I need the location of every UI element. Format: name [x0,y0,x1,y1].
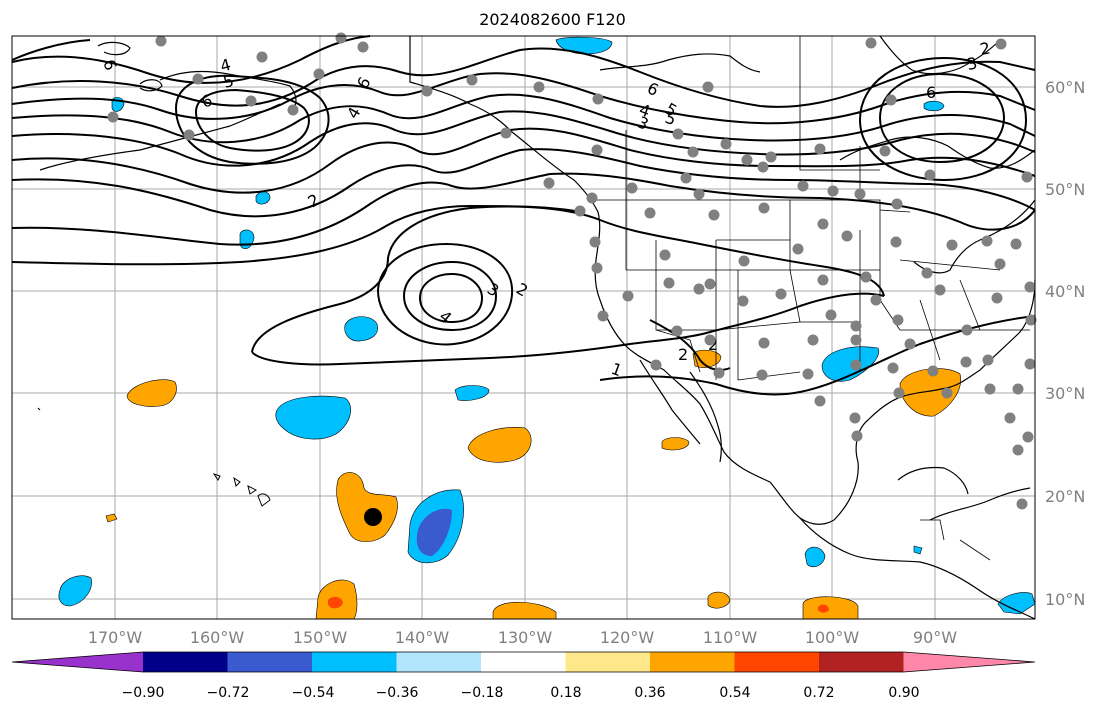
colorbar-tick-label: −0.36 [376,685,419,701]
anomaly-region [692,349,722,368]
latitude-label: 60°N [1045,78,1085,97]
colorbar-tick-label: −0.54 [292,685,335,701]
longitude-label: 150°W [293,628,348,647]
colorbar-segment [819,652,904,672]
longitude-label: 140°W [395,628,450,647]
map-frame [11,35,1036,620]
height-contours [11,35,1036,396]
map-background [12,36,1035,619]
contour-label: 2 [978,38,991,58]
contour-label: 6 [926,83,936,102]
anomaly-shading [58,36,1036,620]
longitude-label: 90°W [913,628,957,647]
latitude-label: 30°N [1045,384,1085,403]
anomaly-region [416,508,452,556]
anomaly-region [802,596,859,620]
anomaly-region [899,368,961,417]
longitude-axis: 170°W 160°W 150°W 140°W 130°W 120°W 110°… [88,628,957,647]
anomaly-region [997,592,1036,615]
colorbar-tick-label: −0.90 [122,685,165,701]
anomaly-region [126,379,177,407]
colorbar-tick-label: −0.72 [207,685,250,701]
anomaly-region [661,437,690,451]
anomaly-region [707,591,731,609]
station-markers [107,32,1037,510]
colorbar-segment [650,652,735,672]
anomaly-region [913,545,923,555]
anomaly-region [344,316,378,342]
islands [37,407,271,507]
contour-label: 2 [678,345,688,364]
latitude-axis: 60°N 50°N 40°N 30°N 20°N 10°N [1045,78,1085,609]
anomaly-region [804,546,826,568]
anomaly-region [818,604,829,613]
colorbar-outline [11,651,1036,673]
colorbar-segment [396,652,482,672]
colorbar-segment [565,652,651,672]
longitude-label: 130°W [498,628,553,647]
contour-label: 4 [218,55,233,76]
longitude-label: 110°W [703,628,758,647]
latitude-label: 10°N [1045,590,1085,609]
anomaly-region [454,385,490,401]
anomaly-region [328,596,343,609]
anomaly-region [821,346,880,382]
longitude-label: 170°W [88,628,143,647]
contour-label: 5 [221,71,236,92]
longitude-label: 160°W [190,628,245,647]
colorbar-tick-label: 0.54 [719,685,750,701]
colorbar-segment [734,652,820,672]
colorbar-extend-high [903,652,1035,672]
contour-label: 3 [965,53,978,73]
colorbar-extend-low [12,652,143,672]
latitude-label: 40°N [1045,282,1085,301]
colorbar-tick-label: 0.72 [803,685,834,701]
longitude-label: 120°W [600,628,655,647]
colorbar-tick-label: 0.18 [550,685,581,701]
latitude-label: 20°N [1045,487,1085,506]
latitude-label: 50°N [1045,180,1085,199]
colorbar [11,651,1036,673]
anomaly-region [923,100,945,112]
colorbar-segment [481,652,566,672]
anomaly-region [275,395,351,440]
map-title: 2024082600 F120 [479,10,626,29]
colorbar-tick-label: 0.36 [634,685,665,701]
colorbar-segment [227,652,313,672]
anomaly-region [336,472,398,542]
colorbar-segment [143,652,228,672]
storm-center-marker [364,508,382,526]
anomaly-region [58,575,92,607]
colorbar-labels: −0.90 −0.72 −0.54 −0.36 −0.18 0.18 0.36 … [122,685,920,701]
anomaly-region [492,601,557,620]
longitude-label: 100°W [805,628,860,647]
anomaly-region [105,513,118,523]
colorbar-segment [312,652,397,672]
colorbar-tick-label: 0.90 [888,685,919,701]
anomaly-region [467,427,532,463]
colorbar-tick-label: −0.18 [461,685,504,701]
